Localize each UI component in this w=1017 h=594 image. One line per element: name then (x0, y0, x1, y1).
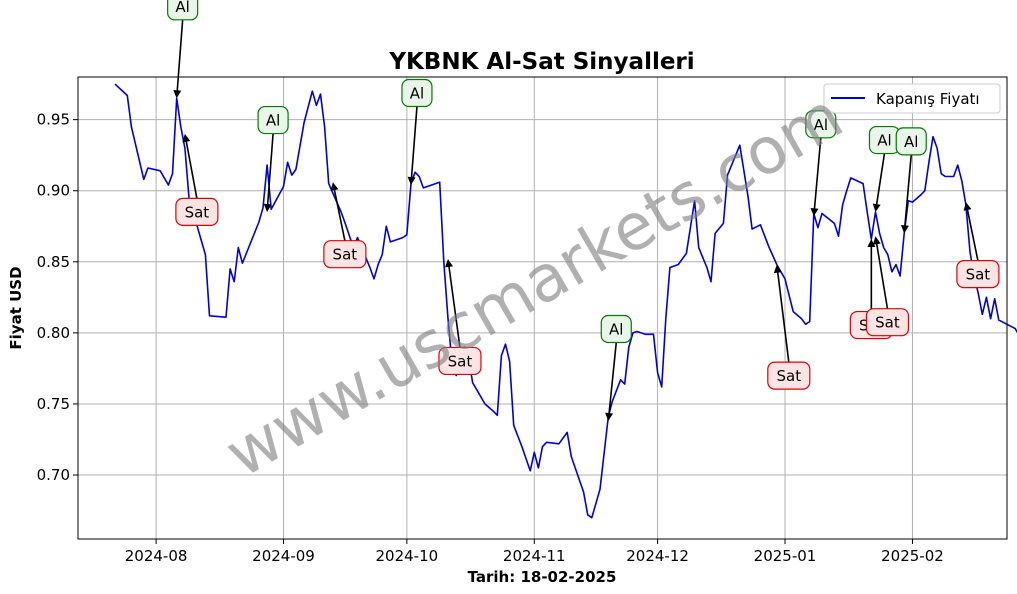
signal-label-text: Sat (875, 314, 900, 332)
signal-annotation-sell: Sat (175, 133, 219, 226)
signal-arrow-line (874, 238, 889, 309)
signal-label-box (323, 240, 367, 269)
signal-annotation-buy: Al (868, 125, 901, 213)
series-line-kapanis-fiyati (114, 83, 1017, 519)
signal-label-box (956, 259, 1000, 289)
signal-arrow-head (810, 207, 819, 217)
x-tick-label: 2025-01 (754, 547, 817, 565)
legend-box (823, 83, 1001, 114)
signal-arrow-line (184, 135, 198, 199)
signal-arrow-line (332, 183, 346, 241)
signal-arrow-line (813, 137, 822, 215)
plot-frame (77, 76, 1008, 540)
y-tick-label: 0.90 (37, 182, 70, 200)
signal-label-box (257, 105, 289, 135)
signal-arrow-head (182, 133, 191, 143)
y-tick-label: 0.95 (37, 111, 70, 129)
signal-label-text: Sat (185, 203, 210, 221)
y-tick-label: 0.70 (37, 466, 70, 484)
x-axis-ticks: 2024-08 2024-09 2024-10 2024-11 2024-12 2025-… (125, 539, 944, 565)
signal-annotation-sell: Sat (438, 258, 482, 376)
x-tick-label: 2024-11 (503, 547, 566, 565)
signal-label-text: Sat (333, 246, 358, 264)
signal-arrow-line (176, 19, 184, 97)
signal-annotation-sell: Sat (323, 182, 367, 269)
y-axis-ticks: 0.70 0.75 0.80 0.85 0.90 0.95 (37, 111, 78, 484)
signal-arrow-head (173, 90, 182, 99)
signal-annotation-sell: Sat (865, 236, 910, 337)
signal-arrow-line (410, 106, 418, 184)
signal-label-box (895, 127, 927, 156)
signal-label-box (438, 346, 482, 376)
signal-label-box (805, 110, 837, 139)
signal-annotation-sell: Sat (956, 202, 1000, 289)
x-tick-label: 2024-08 (125, 547, 188, 565)
signal-annotation-buy: Al (257, 105, 289, 213)
signal-annotation-sell: Sat (767, 264, 811, 390)
x-tick-label: 2024-10 (376, 547, 439, 565)
signal-arrow-head (773, 264, 782, 274)
legend-entry-label: Kapanış Fiyatı (876, 90, 980, 108)
signal-annotation-buy: Al (167, 0, 199, 99)
signal-label-text: Al (266, 112, 280, 130)
signal-arrow-head (407, 176, 416, 186)
y-tick-label: 0.75 (37, 395, 70, 413)
signal-arrow-line (266, 133, 274, 211)
signal-arrow-head (330, 182, 339, 191)
signal-label-box (175, 197, 219, 226)
signal-label-text: Al (904, 133, 918, 151)
signal-annotation-buy: Al (895, 127, 927, 234)
signal-arrow-line (447, 260, 461, 348)
signal-label-text: Sat (966, 266, 991, 284)
signal-arrow-head (963, 202, 972, 211)
signal-label-text: Al (410, 85, 424, 103)
signal-arrow-head (872, 203, 881, 213)
y-tick-label: 0.85 (37, 253, 70, 271)
signal-label-box (600, 314, 632, 344)
signal-arrow-head (867, 239, 876, 248)
signal-annotation-buy: Al (805, 110, 837, 217)
signal-label-box (865, 308, 910, 337)
series-layer (114, 83, 1017, 519)
x-axis-label: Tarih: 18-02-2025 (468, 568, 617, 586)
signal-arrow-line (607, 342, 618, 420)
signal-label-text: Sat (448, 352, 473, 370)
signal-label-text: Al (609, 321, 623, 339)
signal-arrow-line (776, 266, 790, 363)
signal-label-text: Sat (777, 367, 802, 385)
signal-label-box (767, 361, 811, 390)
x-tick-label: 2025-02 (881, 547, 944, 565)
x-tick-label: 2024-09 (252, 547, 315, 565)
signal-label-text: Al (175, 0, 189, 16)
legend: Kapanış Fiyatı (823, 83, 1001, 114)
signal-label-text: Al (877, 132, 891, 150)
signal-label-box (401, 78, 433, 108)
signal-arrow-head (445, 258, 453, 268)
signal-annotations: AlSatAlSatAlSatAlSatAlAlSatSatAlSat (167, 0, 1000, 422)
chart-title: YKBNK Al-Sat Sinyalleri (388, 49, 694, 75)
signal-arrow-line (903, 154, 913, 232)
signal-label-text: Al (814, 116, 828, 134)
signal-arrow-head (263, 203, 272, 213)
signal-arrow-head (900, 225, 909, 234)
signal-label-box (167, 0, 199, 21)
signal-arrow-head (872, 236, 881, 245)
y-tick-label: 0.80 (37, 324, 70, 342)
signal-annotation-buy: Al (600, 314, 632, 422)
signal-annotation-buy: Al (401, 78, 433, 186)
x-tick-label: 2024-12 (626, 547, 689, 565)
signal-arrow-line (965, 203, 979, 261)
y-axis-label: Fiyat USD (7, 266, 25, 349)
signal-arrow-line (874, 153, 886, 211)
signal-arrow-head (605, 412, 614, 422)
